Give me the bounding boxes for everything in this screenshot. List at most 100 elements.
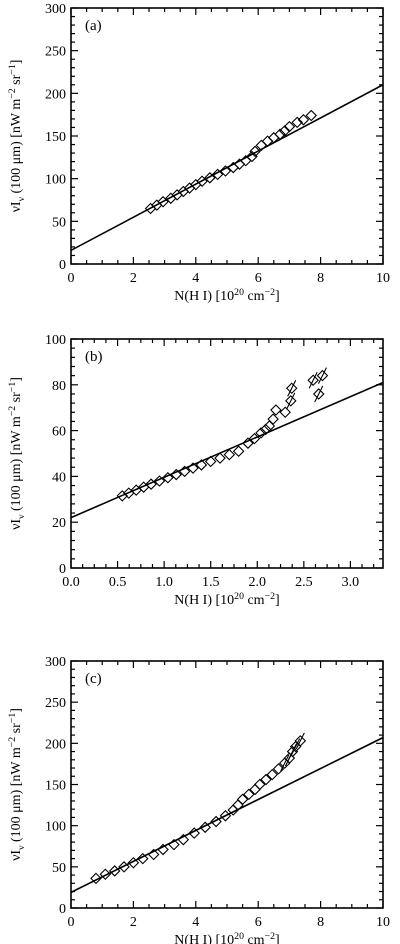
x-tick-label: 3.0	[342, 575, 360, 590]
data-point	[259, 423, 272, 436]
data-point	[270, 404, 282, 416]
error-bar	[308, 371, 318, 389]
data-point	[214, 452, 226, 464]
y-axis-label: νIν (100 μm) [nW m−2 sr−1]	[7, 377, 27, 530]
data-point	[204, 455, 217, 468]
data-point	[249, 783, 261, 796]
y-tick-label: 100	[45, 820, 66, 835]
y-tick-label: 100	[45, 333, 66, 348]
data-point	[305, 109, 318, 122]
y-tick-label: 300	[45, 2, 66, 17]
data-point	[178, 465, 191, 478]
y-tick-label: 20	[52, 516, 66, 531]
panel-label: (a)	[85, 18, 102, 34]
data-point	[274, 128, 286, 141]
data-point	[162, 471, 174, 484]
x-axis-label: N(H I) [1020 cm−2]	[174, 287, 279, 304]
data-point	[272, 763, 285, 775]
x-tick-label: 0.0	[62, 575, 80, 590]
y-axis-label: νIν (100 μm) [nW m−2 sr−1]	[7, 708, 27, 861]
error-bar	[288, 743, 298, 760]
fit-line	[71, 381, 383, 519]
chart-panel-b: 0.0 0.5 1.0 1.5 2.0 2.5 3.0 0 20 40 60 80 100 (b) N(H …	[7, 333, 384, 608]
data-point	[246, 150, 258, 163]
y-tick-label: 100	[45, 173, 66, 188]
data-point	[297, 114, 310, 126]
data-point	[278, 125, 291, 137]
data-point	[249, 145, 261, 158]
x-tick-label: 6	[255, 915, 262, 930]
data-point	[210, 815, 222, 828]
x-tick-label: 10	[376, 271, 390, 286]
data-point	[253, 778, 266, 791]
data-point	[188, 827, 201, 839]
data-point	[90, 872, 102, 885]
data-point	[211, 168, 224, 181]
data-point	[243, 788, 255, 801]
data-point	[260, 773, 272, 786]
error-bar	[291, 738, 301, 755]
data-point	[236, 793, 249, 806]
data-point	[219, 810, 232, 822]
error-bar	[314, 385, 324, 403]
x-tick-label: 1.0	[155, 575, 173, 590]
data-point	[266, 768, 279, 781]
x-tick-label: 8	[317, 915, 324, 930]
data-point	[127, 856, 140, 869]
data-point	[118, 861, 130, 873]
y-tick-label: 250	[45, 696, 66, 711]
data-point	[307, 374, 319, 386]
data-point	[279, 406, 291, 419]
data-point	[219, 165, 232, 177]
x-tick-label: 2.0	[249, 575, 267, 590]
data-point	[286, 745, 299, 758]
y-tick-label: 50	[52, 215, 66, 230]
data-point	[242, 437, 254, 449]
error-bar	[295, 732, 305, 750]
data-point	[232, 445, 245, 457]
data-point	[170, 468, 183, 481]
y-tick-label: 80	[52, 379, 66, 394]
data-point	[195, 459, 208, 471]
y-tick-label: 150	[45, 130, 66, 145]
data-point	[316, 369, 329, 382]
y-tick-label: 40	[52, 470, 66, 485]
x-tick-label: 10	[376, 915, 390, 930]
error-bar	[280, 754, 290, 772]
x-tick-label: 4	[192, 271, 199, 286]
y-axis-label: νIν (100 μm) [nW m−2 sr−1]	[7, 60, 27, 213]
data-point	[283, 120, 296, 133]
plot-frame	[70, 338, 384, 569]
x-tick-label: 2	[130, 915, 137, 930]
data-point	[199, 821, 211, 834]
x-tick-label: 4	[192, 915, 199, 930]
error-bar	[286, 392, 296, 410]
data-point	[312, 388, 325, 400]
data-point	[99, 868, 112, 881]
y-tick-label: 150	[45, 779, 66, 794]
data-point	[223, 448, 236, 461]
data-point	[248, 432, 261, 445]
data-point	[187, 462, 199, 474]
data-point	[168, 838, 180, 851]
data-point	[255, 427, 267, 439]
data-point	[291, 116, 303, 129]
y-tick-label: 250	[45, 45, 66, 60]
x-tick-label: 0	[68, 915, 75, 930]
data-point	[285, 395, 297, 407]
data-point	[267, 413, 279, 425]
y-tick-label: 0	[59, 562, 66, 577]
data-point	[177, 833, 190, 846]
data-point	[157, 195, 169, 208]
y-tick-label: 50	[52, 861, 66, 876]
panel-label: (b)	[85, 349, 103, 365]
data-point	[204, 172, 216, 184]
panel-label: (c)	[85, 671, 102, 687]
x-tick-label: 2	[130, 271, 137, 286]
x-tick-label: 8	[317, 271, 324, 286]
data-point	[108, 865, 121, 877]
error-bar	[317, 367, 327, 384]
